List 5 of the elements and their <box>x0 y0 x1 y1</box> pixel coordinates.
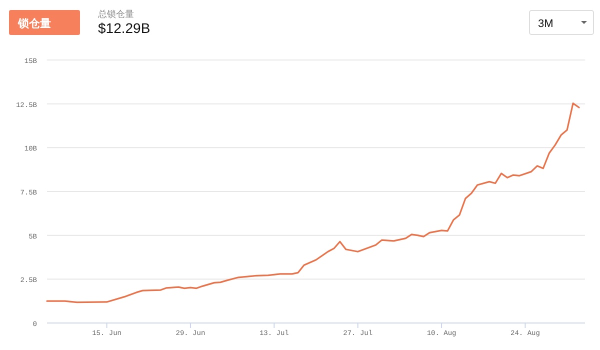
text: 锁仓量 <box>17 17 51 30</box>
line-series <box>46 102 580 304</box>
text: 3M <box>538 18 554 30</box>
chart-title: 总锁仓量 <box>97 9 134 19</box>
chart-subtitle: $12.29B <box>98 20 150 36</box>
